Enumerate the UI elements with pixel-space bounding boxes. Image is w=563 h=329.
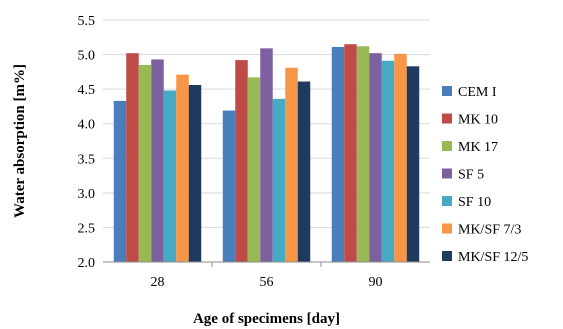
y-tick-label: 2.0 — [78, 256, 96, 271]
bar-mk-17-90 — [356, 46, 370, 262]
legend-swatch — [442, 223, 452, 234]
y-tick-label: 4.5 — [78, 83, 96, 98]
y-tick-label: 3.5 — [78, 152, 96, 167]
bar-mk-sf-7-3-56 — [285, 67, 298, 262]
legend: CEM I MK 10 MK 17 SF 5 SF 10 MK/SF 7/3 MK/SF 1… — [442, 85, 528, 265]
bar-mk-sf-12-5-28 — [188, 84, 202, 262]
bar-sf-5-28 — [151, 59, 164, 262]
bar-mk-sf-12-5-56 — [297, 81, 311, 262]
bar-cem-i-90 — [331, 46, 345, 262]
axes — [103, 261, 430, 267]
y-tick-label: 5.5 — [78, 14, 96, 29]
legend-swatch — [442, 141, 452, 151]
legend-swatch — [442, 86, 452, 96]
y-tick-label: 5.0 — [78, 49, 96, 64]
y-tick-label: 4.0 — [78, 118, 96, 133]
y-tick-label: 3.0 — [78, 187, 96, 202]
x-tick-label: 56 — [260, 275, 274, 290]
bar-sf-10-56 — [272, 98, 286, 262]
bar-mk-10-56 — [235, 60, 248, 262]
legend-swatch — [442, 251, 452, 261]
legend-entry: MK/SF 7/3 — [458, 223, 521, 238]
legend-entry: SF 5 — [458, 168, 484, 183]
legend-entry: CEM I — [458, 85, 497, 100]
x-tick-label: 28 — [151, 275, 165, 290]
bar-mk-sf-7-3-90 — [394, 53, 407, 262]
bar-mk-17-28 — [138, 64, 152, 262]
bar-mk-sf-7-3-28 — [176, 74, 189, 262]
legend-swatch — [442, 168, 452, 179]
bars — [113, 44, 420, 263]
bar-sf-5-90 — [369, 53, 382, 263]
legend-swatch — [442, 113, 452, 124]
legend-entry: MK/SF 12/5 — [458, 250, 528, 265]
y-axis-label: Water absorption [m%] — [12, 64, 28, 218]
tick-labels: 2.0 2.5 3.0 3.5 4.0 4.5 5.0 5.5 28 56 90 — [78, 14, 383, 290]
bar-cem-i-28 — [113, 100, 127, 262]
bar-mk-17-56 — [247, 77, 261, 262]
bar-mk-10-28 — [126, 53, 139, 263]
bar-sf-10-90 — [381, 60, 395, 263]
bar-sf-10-28 — [163, 90, 177, 262]
x-axis-label: Age of specimens [day] — [193, 311, 340, 327]
x-tick-label: 90 — [369, 275, 383, 290]
legend-swatch — [442, 196, 452, 206]
bar-cem-i-56 — [222, 110, 236, 262]
bar-mk-sf-12-5-90 — [406, 66, 420, 262]
bar-mk-10-90 — [344, 44, 357, 263]
legend-entry: MK 10 — [458, 113, 498, 128]
legend-entry: SF 10 — [458, 195, 491, 210]
legend-entry: MK 17 — [458, 140, 498, 155]
bar-sf-5-56 — [260, 48, 273, 262]
y-tick-label: 2.5 — [78, 221, 96, 236]
